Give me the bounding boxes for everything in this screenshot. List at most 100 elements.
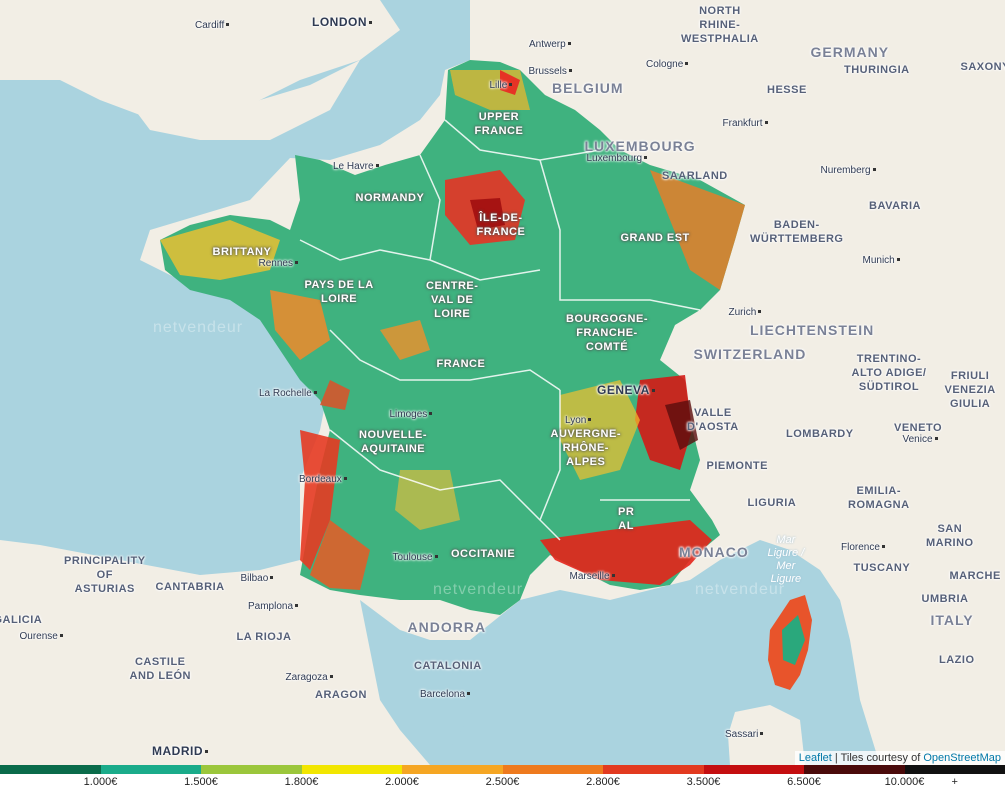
region-label: SAARLAND [662, 170, 728, 182]
country-label: GERMANY [810, 44, 890, 60]
city-label: Bilbao [241, 573, 276, 584]
city-label: Le Havre [333, 161, 381, 172]
region-label: SAN MARINO [926, 523, 974, 549]
french-region-label: FRANCE [436, 358, 486, 370]
city-label: Cardiff [195, 20, 231, 31]
legend-swatch [0, 765, 101, 774]
legend-swatch [502, 765, 603, 774]
city-label: Florence [841, 542, 887, 553]
city-dot-icon [651, 389, 655, 393]
city-dot-icon [434, 555, 438, 559]
map-attribution: Leaflet | Tiles courtesy of OpenStreetMa… [794, 751, 1005, 765]
watermark: netvendeur [433, 581, 524, 598]
french-region-label: PAYS DE LA LOIRE [304, 279, 374, 305]
region-label: UMBRIA [921, 593, 969, 605]
country-label: LUXEMBOURG [584, 138, 696, 154]
city-dot-icon [369, 21, 372, 25]
region-label: HESSE [767, 84, 807, 96]
sea-label: Mar Ligure / Mer Ligure [767, 534, 805, 585]
city-label: GENEVA [597, 383, 657, 397]
leaflet-link[interactable]: Leaflet [798, 752, 832, 764]
city-name: Le Havre [333, 160, 374, 172]
city-label: Lyon [565, 415, 593, 426]
region-label: LOMBARDY [786, 428, 854, 440]
city-name: Antwerp [529, 38, 566, 50]
city-label: Toulouse [393, 552, 440, 563]
city-name: Toulouse [392, 551, 433, 563]
map-view[interactable]: GERMANY BELGIUM LUXEMBOURG SWITZERLAND LIECH… [0, 0, 1005, 765]
region-label: FRIULI VENEZIA GIULIA [944, 370, 996, 410]
country-label: SWITZERLAND [693, 346, 807, 362]
country-label: ANDORRA [407, 619, 487, 635]
openstreetmap-link[interactable]: OpenStreetMap [923, 752, 1001, 764]
region-label: SAXONY [960, 61, 1005, 73]
city-dot-icon [467, 692, 471, 696]
city-dot-icon [509, 83, 513, 87]
legend-swatch [201, 765, 302, 774]
french-region-label: BOURGOGNE- FRANCHE- COMTÉ [566, 313, 648, 353]
region-label: ARAGON [315, 689, 367, 701]
country-label: BELGIUM [552, 80, 624, 96]
city-dot-icon [644, 156, 648, 160]
city-name: Munich [862, 254, 895, 266]
region-label: LA RIOJA [236, 631, 292, 643]
city-name: LONDON [312, 15, 367, 29]
city-label: Pamplona [248, 601, 300, 612]
region-label: BAVARIA [869, 200, 921, 212]
city-dot-icon [313, 391, 317, 395]
city-name: Luxembourg [586, 152, 643, 164]
city-name: Zurich [728, 306, 757, 318]
city-label: Frankfurt [723, 118, 770, 129]
city-name: Cologne [646, 58, 684, 70]
city-name: Ourense [19, 630, 58, 642]
region-label: VALLE D'AOSTA [687, 407, 739, 433]
city-dot-icon [294, 261, 298, 265]
region-label: TRENTINO- ALTO ADIGE/ SÜDTIROL [851, 353, 927, 393]
legend-label: + [951, 776, 958, 788]
region-label: MARCHE [949, 570, 1001, 582]
map-base-tiles [0, 0, 880, 765]
region-label: CATALONIA [414, 660, 482, 672]
city-label: Venice [903, 434, 940, 445]
city-name: Bordeaux [299, 473, 342, 485]
city-dot-icon [226, 23, 230, 27]
legend-swatch [100, 765, 201, 774]
region-label: TUSCANY [853, 562, 911, 574]
city-name: Rennes [258, 257, 293, 269]
legend-label: 2.000€ [385, 776, 419, 788]
city-name: MADRID [152, 744, 203, 758]
city-dot-icon [568, 69, 572, 73]
city-label: Bordeaux [299, 474, 349, 485]
city-dot-icon [760, 732, 764, 736]
legend-label: 2.500€ [485, 776, 520, 788]
legend-swatch [603, 765, 704, 774]
french-region-label: UPPER FRANCE [474, 111, 524, 137]
legend-swatch [301, 765, 402, 774]
city-dot-icon [329, 675, 333, 679]
city-dot-icon [872, 168, 876, 172]
french-region-label: NORMANDY [355, 192, 425, 204]
city-label: Munich [863, 255, 902, 266]
legend-label: 1.500€ [184, 776, 218, 788]
french-region-label: BRITTANY [212, 246, 272, 258]
watermark: netvendeur [695, 581, 786, 598]
city-name: Frankfurt [722, 117, 763, 129]
city-name: Florence [841, 541, 880, 553]
city-dot-icon [764, 121, 768, 125]
region-label: PIEMONTE [706, 460, 768, 472]
legend-label: 2.800€ [586, 776, 620, 788]
city-label: La Rochelle [259, 388, 319, 399]
city-label: Marseille [570, 571, 617, 582]
city-label: MADRID [152, 744, 210, 758]
city-label: Luxembourg [587, 153, 650, 164]
city-dot-icon [295, 604, 299, 608]
city-label: Zurich [729, 307, 764, 318]
city-name: Marseille [569, 570, 610, 582]
city-name: Bilbao [240, 572, 269, 584]
country-label: LIECHTENSTEIN [750, 322, 875, 338]
city-name: Sassari [725, 728, 759, 740]
city-dot-icon [588, 418, 592, 422]
city-dot-icon [685, 62, 689, 66]
city-dot-icon [270, 576, 274, 580]
city-label: Lille [490, 80, 515, 91]
